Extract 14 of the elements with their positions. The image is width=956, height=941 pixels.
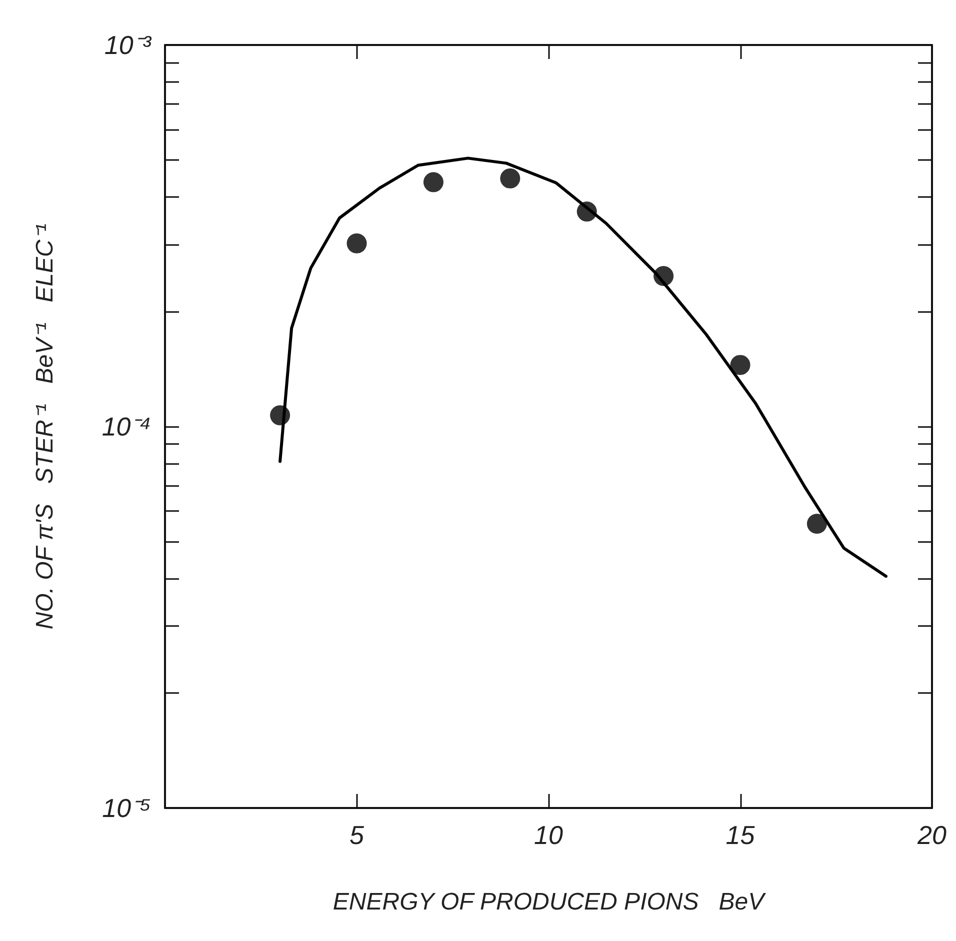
- point: [730, 354, 750, 375]
- point: [500, 168, 520, 188]
- point: [806, 514, 827, 534]
- x-tick-label: 5: [350, 820, 365, 850]
- y-tick-label: 10⁻⁵: [102, 793, 152, 823]
- x-axis-title: ENERGY OF PRODUCED PIONS BeV: [332, 888, 766, 916]
- point: [346, 233, 367, 254]
- x-tick-label: 20: [916, 820, 947, 850]
- y-tick-label: 10⁻³: [104, 30, 152, 60]
- y-tick-label: 10⁻⁴: [102, 412, 151, 442]
- y-axis-title: NO. OF π'S STER⁻¹ BeV⁻¹ ELEC⁻¹: [32, 224, 58, 630]
- point: [423, 172, 444, 192]
- x-tick-label: 15: [726, 820, 756, 850]
- x-tick-label: 10: [534, 820, 564, 850]
